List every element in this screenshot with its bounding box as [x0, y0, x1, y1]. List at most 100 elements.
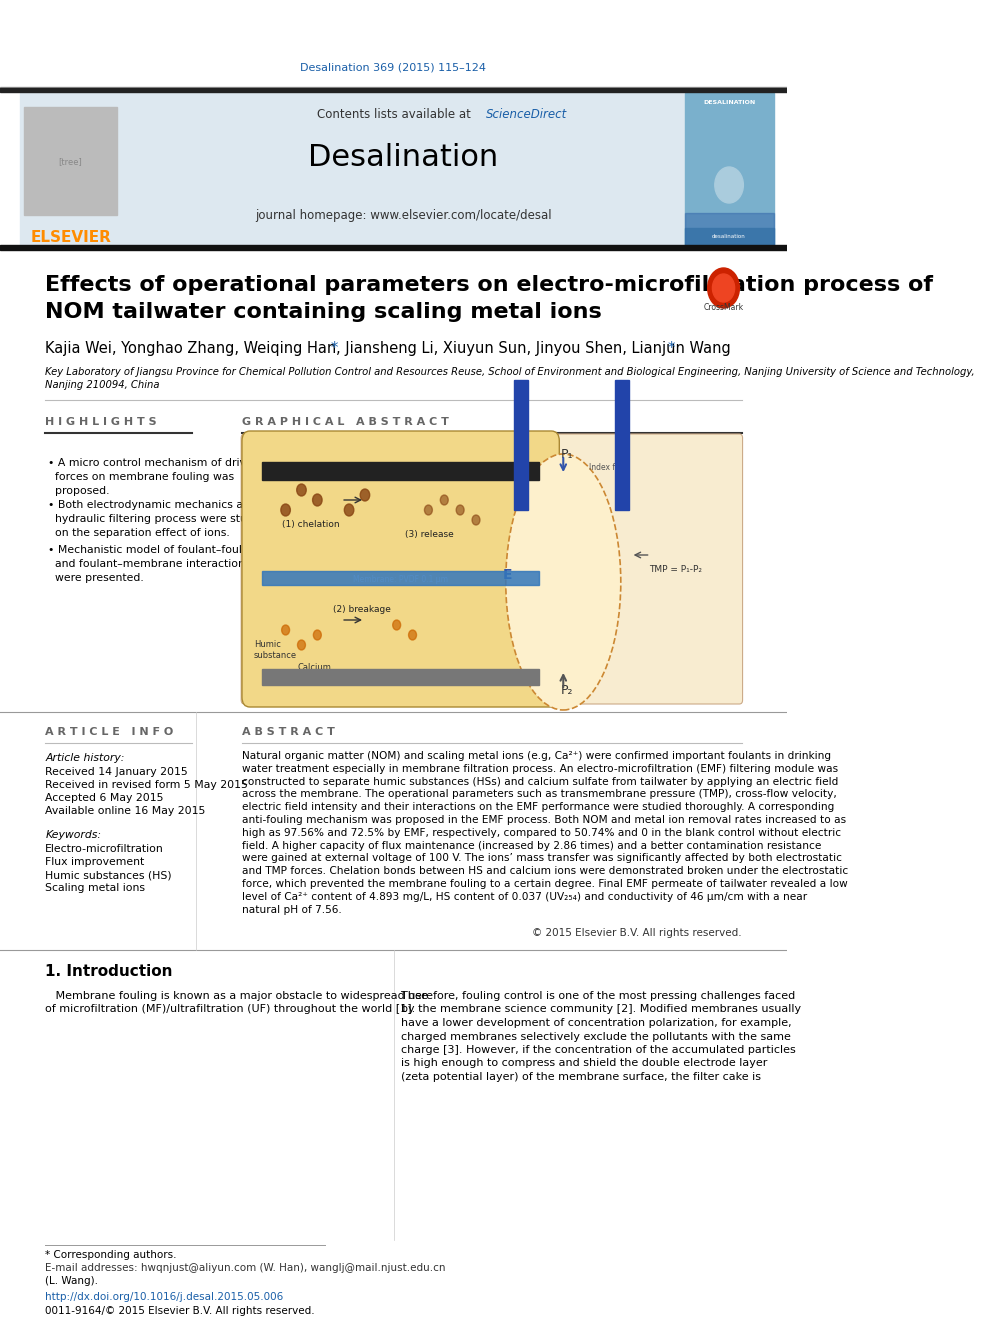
Text: *: *	[668, 340, 675, 356]
Text: across the membrane. The operational parameters such as transmembrane pressure (: across the membrane. The operational par…	[242, 790, 836, 799]
Text: Cathode (-): stainless steel plate: Cathode (-): stainless steel plate	[338, 675, 463, 684]
FancyBboxPatch shape	[241, 434, 743, 704]
Circle shape	[313, 630, 321, 640]
Bar	[0, 89, 787, 93]
Bar	[24, 107, 117, 216]
Text: Natural organic matter (NOM) and scaling metal ions (e.g, Ca²⁺) were confirmed i: Natural organic matter (NOM) and scaling…	[242, 751, 831, 761]
Text: Index flow: Index flow	[589, 463, 629, 471]
Text: Kajia Wei, Yonghao Zhang, Weiqing Han: Kajia Wei, Yonghao Zhang, Weiqing Han	[46, 340, 341, 356]
Circle shape	[472, 515, 480, 525]
Circle shape	[297, 484, 307, 496]
Text: natural pH of 7.56.: natural pH of 7.56.	[242, 905, 341, 914]
Text: desalination: desalination	[712, 234, 746, 239]
Text: were gained at external voltage of 100 V. The ions’ mass transfer was significan: were gained at external voltage of 100 V…	[242, 853, 842, 864]
Text: *: *	[330, 340, 338, 356]
Text: ✕: ✕	[718, 280, 729, 295]
Text: 0011-9164/© 2015 Elsevier B.V. All rights reserved.: 0011-9164/© 2015 Elsevier B.V. All right…	[46, 1306, 314, 1316]
Text: Flux improvement: Flux improvement	[46, 857, 145, 867]
Circle shape	[425, 505, 433, 515]
Text: Received in revised form 5 May 2015: Received in revised form 5 May 2015	[46, 781, 248, 790]
Text: TMP = P₁-P₂: TMP = P₁-P₂	[649, 565, 702, 574]
Circle shape	[344, 504, 354, 516]
Text: © 2015 Elsevier B.V. All rights reserved.: © 2015 Elsevier B.V. All rights reserved…	[532, 927, 742, 938]
Circle shape	[712, 274, 735, 302]
Text: DESALINATION: DESALINATION	[703, 101, 755, 106]
Circle shape	[715, 167, 743, 202]
Circle shape	[393, 620, 401, 630]
Circle shape	[312, 493, 322, 505]
Text: Desalination 369 (2015) 115–124: Desalination 369 (2015) 115–124	[301, 64, 486, 73]
Text: ELSEVIER: ELSEVIER	[30, 230, 111, 246]
Text: (3) release: (3) release	[405, 531, 453, 540]
Bar	[20, 93, 120, 247]
Text: electric field intensity and their interactions on the EMF performance were stud: electric field intensity and their inter…	[242, 802, 834, 812]
Text: Contents lists available at: Contents lists available at	[317, 108, 475, 122]
Text: Desalination: Desalination	[308, 143, 498, 172]
Text: A R T I C L E   I N F O: A R T I C L E I N F O	[46, 728, 174, 737]
Bar	[0, 245, 787, 250]
Text: field. A higher capacity of flux maintenance (increased by 2.86 times) and a bet: field. A higher capacity of flux mainten…	[242, 840, 821, 851]
Ellipse shape	[506, 454, 621, 710]
Text: Humic
substance: Humic substance	[254, 640, 297, 660]
FancyBboxPatch shape	[242, 431, 559, 706]
Text: Article history:: Article history:	[46, 753, 125, 763]
Text: have a lower development of concentration polarization, for example,: have a lower development of concentratio…	[401, 1017, 792, 1028]
Text: level of Ca²⁺ content of 4.893 mg/L, HS content of 0.037 (UV₂₅₄) and conductivit: level of Ca²⁺ content of 4.893 mg/L, HS …	[242, 892, 807, 902]
Text: Nanjing 210094, China: Nanjing 210094, China	[46, 380, 160, 390]
Text: and TMP forces. Chelation bonds between HS and calcium ions were demonstrated br: and TMP forces. Chelation bonds between …	[242, 867, 848, 876]
Text: P₁: P₁	[561, 448, 573, 462]
Circle shape	[409, 630, 417, 640]
Text: anti-fouling mechanism was proposed in the EMF process. Both NOM and metal ion r: anti-fouling mechanism was proposed in t…	[242, 815, 846, 826]
Text: Membrane: PVDF 0.1 μm: Membrane: PVDF 0.1 μm	[353, 576, 448, 585]
Bar	[262, 572, 540, 585]
Text: E-mail addresses: hwqnjust@aliyun.com (W. Han), wanglj@mail.njust.edu.cn: E-mail addresses: hwqnjust@aliyun.com (W…	[46, 1263, 445, 1273]
Text: high as 97.56% and 72.5% by EMF, respectively, compared to 50.74% and 0 in the b: high as 97.56% and 72.5% by EMF, respect…	[242, 828, 841, 837]
Text: • Mechanistic model of foulant–foulant
  and foulant–membrane interactions
  wer: • Mechanistic model of foulant–foulant a…	[48, 545, 259, 583]
Text: Therefore, fouling control is one of the most pressing challenges faced: Therefore, fouling control is one of the…	[401, 991, 795, 1002]
Text: constructed to separate humic substances (HSs) and calcium sulfate from tailwate: constructed to separate humic substances…	[242, 777, 838, 787]
Text: CrossMark: CrossMark	[703, 303, 744, 312]
Text: (zeta potential layer) of the membrane surface, the filter cake is: (zeta potential layer) of the membrane s…	[401, 1072, 761, 1082]
Text: of microfiltration (MF)/ultrafiltration (UF) throughout the world [1].: of microfiltration (MF)/ultrafiltration …	[46, 1004, 416, 1015]
Text: P₂: P₂	[561, 684, 573, 696]
Text: Key Laboratory of Jiangsu Province for Chemical Pollution Control and Resources : Key Laboratory of Jiangsu Province for C…	[46, 366, 975, 377]
Text: ScienceDirect: ScienceDirect	[486, 108, 567, 122]
Bar	[615, 380, 629, 509]
Text: by the membrane science community [2]. Modified membranes usually: by the membrane science community [2]. M…	[401, 1004, 801, 1015]
Text: * Corresponding authors.: * Corresponding authors.	[46, 1250, 177, 1259]
Circle shape	[298, 640, 306, 650]
Text: Membrane fouling is known as a major obstacle to widespread use: Membrane fouling is known as a major obs…	[46, 991, 429, 1002]
Text: journal homepage: www.elsevier.com/locate/desal: journal homepage: www.elsevier.com/locat…	[255, 209, 552, 221]
Bar	[121, 93, 684, 247]
Text: Anode (+): Ti-RuO₂ plate: Anode (+): Ti-RuO₂ plate	[353, 468, 447, 478]
Text: Received 14 January 2015: Received 14 January 2015	[46, 767, 187, 777]
Text: charge [3]. However, if the concentration of the accumulated particles: charge [3]. However, if the concentratio…	[401, 1045, 796, 1054]
Text: Effects of operational parameters on electro-microfiltration process of: Effects of operational parameters on ele…	[46, 275, 933, 295]
Text: • Both electrodynamic mechanics and
  hydraulic filtering process were studied
 : • Both electrodynamic mechanics and hydr…	[48, 500, 270, 538]
Bar	[684, 93, 774, 247]
Text: Keywords:: Keywords:	[46, 830, 101, 840]
Circle shape	[281, 504, 291, 516]
Text: Electro-microfiltration: Electro-microfiltration	[46, 844, 164, 855]
Text: http://dx.doi.org/10.1016/j.desal.2015.05.006: http://dx.doi.org/10.1016/j.desal.2015.0…	[46, 1293, 284, 1302]
Text: Calcium: Calcium	[298, 663, 331, 672]
Text: (L. Wang).: (L. Wang).	[46, 1275, 98, 1286]
Text: A B S T R A C T: A B S T R A C T	[242, 728, 335, 737]
Text: G R A P H I C A L   A B S T R A C T: G R A P H I C A L A B S T R A C T	[242, 417, 448, 427]
Text: H I G H L I G H T S: H I G H L I G H T S	[46, 417, 157, 427]
Text: , Jiansheng Li, Xiuyun Sun, Jinyou Shen, Lianjun Wang: , Jiansheng Li, Xiuyun Sun, Jinyou Shen,…	[336, 340, 736, 356]
Text: NOM tailwater containing scaling metal ions: NOM tailwater containing scaling metal i…	[46, 302, 602, 321]
Bar	[684, 228, 774, 247]
Text: • A micro control mechanism of driving
  forces on membrane fouling was
  propos: • A micro control mechanism of driving f…	[48, 458, 262, 496]
Text: 1. Introduction: 1. Introduction	[46, 964, 173, 979]
Text: [tree]: [tree]	[59, 157, 82, 167]
Text: force, which prevented the membrane fouling to a certain degree. Final EMF perme: force, which prevented the membrane foul…	[242, 878, 848, 889]
Circle shape	[456, 505, 464, 515]
Circle shape	[440, 495, 448, 505]
Circle shape	[707, 269, 739, 308]
Text: E: E	[503, 568, 513, 582]
Text: Available online 16 May 2015: Available online 16 May 2015	[46, 806, 205, 816]
Text: (2) breakage: (2) breakage	[333, 606, 391, 614]
Bar	[262, 669, 540, 685]
Bar	[684, 213, 774, 247]
